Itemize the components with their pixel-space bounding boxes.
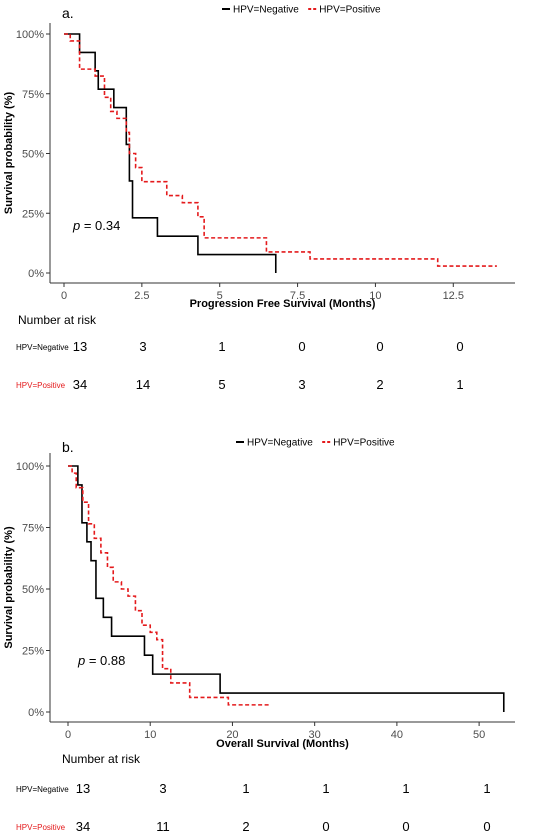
risk-count: 1: [483, 781, 490, 796]
risk-count: 0: [322, 819, 329, 834]
risk-count: 13: [73, 339, 87, 354]
risk-table-title: Number at risk: [18, 313, 97, 327]
risk-count: 0: [298, 339, 305, 354]
risk-count: 1: [402, 781, 409, 796]
risk-count: 5: [218, 377, 225, 392]
legend-label-positive: HPV=Positive: [333, 438, 395, 449]
km-panel-b: b. HPV=Negative HPV=Positive0%25%50%75%100…: [3, 438, 515, 834]
p-value-annotation: p = 0.34: [72, 218, 120, 233]
risk-count: 3: [159, 781, 166, 796]
y-tick-label: 25%: [22, 646, 44, 658]
risk-count: 0: [376, 339, 383, 354]
x-tick-label: 20: [226, 729, 238, 741]
panel-label: a.: [62, 5, 74, 21]
y-tick-label: 100%: [16, 29, 44, 41]
risk-row-label-negative: HPV=Negative: [16, 343, 69, 352]
km-curve-positive: [64, 33, 497, 267]
y-axis-title: Survival probability (%): [3, 526, 15, 649]
x-tick-label: 0: [65, 729, 71, 741]
risk-count: 3: [139, 339, 146, 354]
risk-row-label-positive: HPV=Positive: [16, 381, 66, 390]
y-tick-label: 50%: [22, 149, 44, 161]
y-tick-label: 25%: [22, 208, 44, 220]
risk-count: 0: [402, 819, 409, 834]
risk-count: 2: [242, 819, 249, 834]
risk-count: 34: [73, 377, 87, 392]
x-tick-label: 50: [473, 729, 485, 741]
risk-count: 34: [76, 819, 90, 834]
x-axis-title: Overall Survival (Months): [216, 738, 349, 750]
km-curve-positive: [68, 465, 270, 706]
y-tick-label: 100%: [16, 461, 44, 473]
risk-table-title: Number at risk: [62, 752, 141, 766]
legend: HPV=Negative HPV=Positive: [236, 438, 395, 449]
x-tick-label: 10: [369, 290, 381, 302]
y-tick-label: 0%: [28, 707, 44, 719]
x-tick-label: 30: [309, 729, 321, 741]
p-value-annotation: p = 0.88: [77, 653, 125, 668]
risk-row-label-positive: HPV=Positive: [16, 823, 66, 832]
x-tick-label: 5: [217, 290, 223, 302]
risk-count: 13: [76, 781, 90, 796]
x-tick-label: 0: [61, 290, 67, 302]
y-tick-label: 0%: [28, 268, 44, 280]
x-axis-title: Progression Free Survival (Months): [190, 298, 376, 310]
y-tick-label: 50%: [22, 584, 44, 596]
x-tick-label: 40: [391, 729, 403, 741]
risk-count: 0: [483, 819, 490, 834]
risk-count: 2: [376, 377, 383, 392]
risk-count: 0: [456, 339, 463, 354]
y-axis-title: Survival probability (%): [3, 92, 15, 215]
legend-label-positive: HPV=Positive: [319, 5, 381, 16]
risk-count: 3: [298, 377, 305, 392]
risk-row-label-negative: HPV=Negative: [16, 785, 69, 794]
legend-label-negative: HPV=Negative: [247, 438, 313, 449]
x-tick-label: 2.5: [134, 290, 149, 302]
y-tick-label: 75%: [22, 523, 44, 535]
x-tick-label: 12.5: [443, 290, 464, 302]
risk-count: 1: [242, 781, 249, 796]
legend: HPV=Negative HPV=Positive: [222, 5, 381, 16]
panel-label: b.: [62, 439, 74, 455]
km-curve-negative: [64, 33, 277, 273]
x-tick-label: 7.5: [290, 290, 305, 302]
risk-count: 14: [136, 377, 150, 392]
risk-count: 1: [322, 781, 329, 796]
legend-label-negative: HPV=Negative: [233, 5, 299, 16]
risk-count: 1: [456, 377, 463, 392]
km-curve-negative: [68, 465, 505, 712]
y-tick-label: 75%: [22, 89, 44, 101]
x-tick-label: 10: [144, 729, 156, 741]
risk-count: 1: [218, 339, 225, 354]
km-panel-a: a. HPV=Negative HPV=Positive0%25%50%75%100…: [3, 5, 515, 392]
risk-count: 11: [156, 819, 170, 834]
